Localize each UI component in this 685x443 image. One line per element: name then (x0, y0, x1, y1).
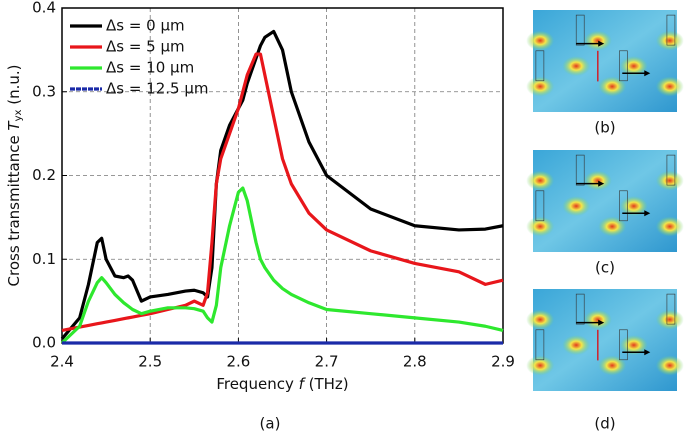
x-axis-label-part: (THz) (304, 375, 349, 393)
series-line (61, 52, 504, 333)
field-image (533, 10, 677, 112)
field-hotspot (655, 76, 684, 97)
field-hotspot (583, 170, 612, 191)
x-axis-label-part: f (299, 375, 307, 393)
resonator-outline (619, 190, 628, 222)
legend-label: Δs = 12.5 μm (106, 80, 209, 98)
field-image (533, 150, 677, 252)
field-hotspot (619, 196, 648, 217)
plot: 0.0 0.1 0.2 0.3 0.4 2.4 2.5 2.6 2.7 2.8 2.9 Δs = 0 … (5, 0, 515, 433)
series-line (60, 29, 504, 340)
field-hotspot (619, 56, 648, 77)
field-hotspot (598, 76, 627, 97)
field-hotspot (655, 216, 684, 237)
field-hotspot (598, 355, 627, 376)
y-tick-label: 0.4 (32, 0, 56, 17)
resonator-outline (619, 50, 628, 82)
resonator-outline (575, 14, 585, 46)
x-axis-label-part: Frequency (216, 375, 298, 393)
field-hotspot (526, 355, 555, 376)
legend-label: Δs = 10 μm (106, 59, 194, 77)
panel-label: (c) (595, 259, 615, 277)
y-axis-label-part: yx (13, 109, 24, 121)
x-tick-label: 2.5 (138, 353, 162, 371)
field-hotspot (562, 196, 591, 217)
y-tick-label: 0.3 (32, 82, 56, 100)
legend-label: Δs = 0 μm (106, 17, 185, 35)
resonator-outline (535, 50, 545, 82)
arrow-head (644, 70, 651, 77)
field-panels: (b) (c) (d) (526, 10, 684, 433)
field-hotspot (526, 309, 555, 330)
y-tick-label: 0.0 (32, 334, 56, 352)
resonator-outline (575, 293, 585, 325)
field-image (533, 289, 677, 391)
field-hotspot (583, 309, 612, 330)
x-tick-label: 2.4 (50, 353, 74, 371)
resonator-outline (666, 293, 676, 325)
arrow-head (644, 210, 651, 217)
resonator-outline (619, 329, 628, 361)
arrow-head (598, 180, 605, 187)
field-hotspot (526, 170, 555, 191)
field-hotspot (655, 355, 684, 376)
resonator-outline (575, 154, 585, 186)
y-axis-label-part: T (5, 120, 23, 131)
x-tick-label: 2.9 (491, 353, 515, 371)
field-hotspot (562, 56, 591, 77)
arrow-head (644, 349, 651, 356)
arrow-head (598, 40, 605, 47)
legend-label: Δs = 5 μm (106, 38, 185, 56)
x-axis-label: Frequency f (THz) (216, 375, 348, 393)
y-axis-label-part: (n.u.) (5, 65, 23, 110)
resonator-outline (535, 190, 545, 222)
caption: (a) (260, 415, 281, 433)
field-hotspot (526, 76, 555, 97)
field-hotspot (598, 216, 627, 237)
arrow-head (598, 319, 605, 326)
field-hotspot (583, 30, 612, 51)
x-tick-label: 2.8 (403, 353, 427, 371)
field-hotspot (526, 216, 555, 237)
y-tick-label: 0.1 (32, 250, 56, 268)
x-tick-label: 2.7 (315, 353, 339, 371)
resonator-outline (535, 329, 545, 361)
panel-label: (b) (594, 119, 615, 137)
y-axis-label: Cross transmittance Tyx (n.u.) (5, 65, 25, 287)
x-tick-label: 2.6 (226, 353, 250, 371)
field-hotspot (655, 30, 684, 51)
panel-label: (d) (594, 415, 615, 433)
field-hotspot (562, 335, 591, 356)
field-hotspot (526, 30, 555, 51)
field-hotspot (619, 335, 648, 356)
field-hotspot (655, 309, 684, 330)
series-line (60, 186, 504, 345)
field-hotspot (655, 170, 684, 191)
resonator-outline (666, 14, 676, 46)
resonator-outline (666, 154, 676, 186)
y-axis-label-part: Cross transmittance (5, 131, 23, 287)
y-tick-label: 0.2 (32, 166, 56, 184)
